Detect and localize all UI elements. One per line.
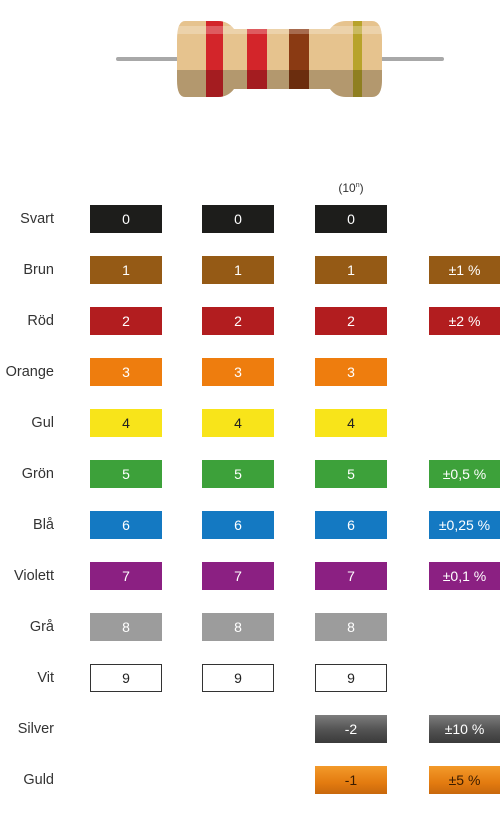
row-label-green: Grön (21, 466, 54, 482)
first-digit-violet: 7 (90, 562, 162, 590)
row-label-orange: Orange (5, 364, 54, 380)
tolerance-green: ±0,5 % (429, 460, 500, 488)
multiplier-gray: 8 (315, 613, 387, 641)
row-label-gold: Guld (23, 772, 54, 788)
second-digit-red: 2 (202, 307, 274, 335)
first-digit-gray: 8 (90, 613, 162, 641)
row-label-gray: Grå (29, 619, 54, 635)
second-digit-yellow: 4 (202, 409, 274, 437)
tolerance-violet: ±0,1 % (429, 562, 500, 590)
first-digit-red: 2 (90, 307, 162, 335)
band-1 (206, 21, 223, 97)
multiplier-brown: 1 (315, 256, 387, 284)
first-digit-white: 9 (90, 664, 162, 692)
multiplier-silver: -2 (315, 715, 387, 743)
multiplier-green: 5 (315, 460, 387, 488)
resistor-illustration (116, 21, 444, 97)
first-digit-green: 5 (90, 460, 162, 488)
first-digit-black: 0 (90, 205, 162, 233)
tolerance-gold: ±5 % (429, 766, 500, 794)
band-3 (289, 21, 309, 97)
row-label-brown: Brun (23, 262, 54, 278)
multiplier-blue: 6 (315, 511, 387, 539)
second-digit-black: 0 (202, 205, 274, 233)
tolerance-silver: ±10 % (429, 715, 500, 743)
second-digit-green: 5 (202, 460, 274, 488)
second-digit-brown: 1 (202, 256, 274, 284)
row-label-yellow: Gul (31, 415, 54, 431)
multiplier-white: 9 (315, 664, 387, 692)
row-label-blue: Blå (33, 517, 54, 533)
band-2 (247, 21, 267, 97)
second-digit-blue: 6 (202, 511, 274, 539)
multiplier-gold: -1 (315, 766, 387, 794)
multiplier-black: 0 (315, 205, 387, 233)
row-label-silver: Silver (17, 721, 54, 737)
multiplier-red: 2 (315, 307, 387, 335)
row-label-white: Vit (37, 670, 54, 686)
tolerance-brown: ±1 % (429, 256, 500, 284)
band-4 (353, 21, 362, 97)
tolerance-blue: ±0,25 % (429, 511, 500, 539)
row-label-black: Svart (20, 211, 54, 227)
second-digit-orange: 3 (202, 358, 274, 386)
tolerance-red: ±2 % (429, 307, 500, 335)
first-digit-orange: 3 (90, 358, 162, 386)
multiplier-column-header: (10n) (338, 181, 364, 195)
row-label-violet: Violett (13, 568, 54, 584)
multiplier-orange: 3 (315, 358, 387, 386)
first-digit-yellow: 4 (90, 409, 162, 437)
multiplier-yellow: 4 (315, 409, 387, 437)
row-label-red: Röd (27, 313, 54, 329)
first-digit-blue: 6 (90, 511, 162, 539)
second-digit-white: 9 (202, 664, 274, 692)
second-digit-violet: 7 (202, 562, 274, 590)
multiplier-violet: 7 (315, 562, 387, 590)
second-digit-gray: 8 (202, 613, 274, 641)
first-digit-brown: 1 (90, 256, 162, 284)
